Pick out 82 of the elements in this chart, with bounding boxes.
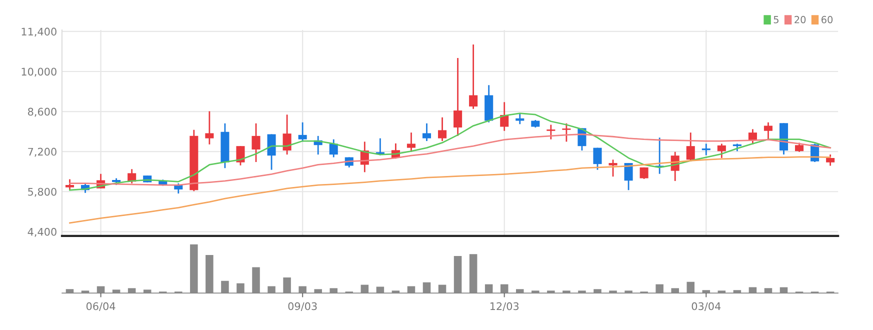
bar xyxy=(562,290,570,294)
bar xyxy=(438,284,446,294)
candlestick xyxy=(205,110,214,146)
bar xyxy=(252,267,260,294)
bar xyxy=(422,282,431,294)
candlestick xyxy=(469,44,478,110)
candlestick xyxy=(686,132,695,162)
bar xyxy=(702,290,710,294)
candlestick xyxy=(826,154,835,166)
y-tick-label: 10,000 xyxy=(22,68,56,77)
bar xyxy=(268,286,276,294)
candlestick xyxy=(329,138,338,158)
bar xyxy=(609,290,617,294)
bar xyxy=(718,290,726,294)
bar xyxy=(547,290,555,294)
line-series xyxy=(69,112,832,191)
candlestick xyxy=(438,116,447,142)
y-tick-label: 4,400 xyxy=(28,228,56,237)
candlestick xyxy=(454,57,462,137)
candlestick xyxy=(593,147,602,170)
bar xyxy=(66,289,74,294)
bar xyxy=(484,284,493,294)
bar xyxy=(314,289,322,294)
bar xyxy=(96,286,105,294)
bar xyxy=(656,284,664,294)
bar xyxy=(81,290,90,294)
candlestick xyxy=(717,143,726,159)
x-tick-label: 06/04 xyxy=(86,302,116,311)
candlestick xyxy=(174,182,183,194)
candlestick xyxy=(422,122,432,142)
candlestick xyxy=(282,114,292,156)
candlestick xyxy=(764,122,772,140)
bar xyxy=(454,256,462,294)
candlestick xyxy=(236,145,245,166)
x-tick-label: 03/04 xyxy=(692,302,721,311)
bar xyxy=(624,290,632,294)
bar xyxy=(733,290,742,294)
bar xyxy=(748,287,757,294)
bar xyxy=(516,289,524,294)
bar xyxy=(594,289,602,294)
bar xyxy=(469,254,478,294)
bar xyxy=(112,290,120,294)
y-tick-label: 5,800 xyxy=(28,188,56,197)
x-tick-label: 12/03 xyxy=(490,302,519,311)
legend-label: 20 xyxy=(794,16,806,24)
bar xyxy=(143,290,152,294)
bar xyxy=(330,288,338,294)
candlestick xyxy=(795,142,804,153)
bar xyxy=(780,287,788,294)
bar xyxy=(190,244,198,294)
candlestick xyxy=(624,162,633,191)
candlestick xyxy=(267,134,276,170)
bar xyxy=(407,286,416,294)
bar xyxy=(500,284,508,294)
bar xyxy=(236,283,244,294)
y-tick-label: 8,600 xyxy=(28,108,56,117)
bar xyxy=(128,288,136,294)
legend-label: 5 xyxy=(774,16,778,24)
legend-label: 60 xyxy=(822,16,833,24)
y-tick-label: 7,200 xyxy=(28,148,56,157)
bar xyxy=(671,288,679,294)
candlestick xyxy=(65,178,74,191)
bar xyxy=(221,280,229,294)
candlestick xyxy=(546,124,556,140)
bar xyxy=(283,277,291,294)
bar xyxy=(686,282,694,294)
bar xyxy=(360,284,369,294)
candlestick xyxy=(406,132,416,153)
x-tick-label: 09/03 xyxy=(288,302,317,311)
candlestick xyxy=(500,101,509,132)
candlestick xyxy=(608,158,618,178)
candlestick xyxy=(252,122,260,163)
bar xyxy=(206,255,214,294)
candlestick xyxy=(562,122,571,142)
bar xyxy=(578,290,586,294)
candlestick xyxy=(298,122,307,142)
bar xyxy=(764,288,772,294)
bar xyxy=(392,290,400,294)
bar xyxy=(532,290,540,294)
bar xyxy=(298,286,306,294)
bar xyxy=(376,286,384,294)
y-tick-label: 11,400 xyxy=(22,28,56,37)
